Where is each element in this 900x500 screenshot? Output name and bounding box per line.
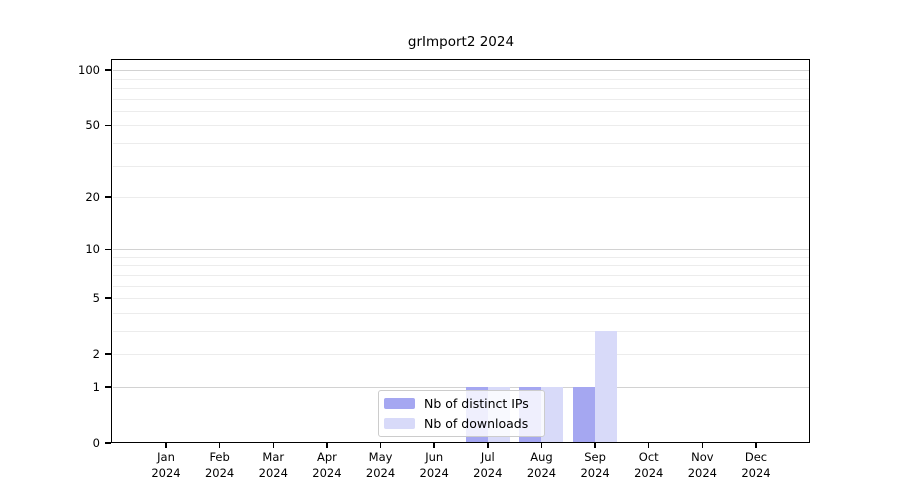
x-tick-year: 2024 [151, 465, 181, 480]
x-tick-label-jun: Jun 2024 [407, 450, 461, 481]
x-tick-month: Oct [638, 450, 659, 464]
x-tick-month: May [368, 450, 393, 464]
x-tick-year: 2024 [526, 465, 557, 480]
x-tick-year: 2024 [312, 465, 342, 480]
y-tick-label-10: 10 [85, 242, 100, 257]
x-tick-label-sep: Sep 2024 [568, 450, 622, 481]
x-tick-feb [218, 443, 221, 448]
x-tick-month: Nov [691, 450, 714, 464]
x-tick-month: Jan [157, 450, 175, 464]
x-tick-month: Apr [316, 450, 337, 464]
minor-gridline-2 [113, 354, 809, 356]
y-tick-label-20: 20 [85, 190, 100, 204]
minor-gridline-8 [113, 265, 809, 267]
x-tick-month: Aug [530, 450, 553, 464]
minor-gridline-30 [113, 165, 809, 167]
minor-gridline-7 [113, 274, 809, 276]
x-tick-nov [701, 443, 704, 448]
y-tick-label-100: 100 [78, 63, 100, 78]
x-tick-label-jan: Jan 2024 [139, 450, 193, 481]
x-tick-may [379, 443, 382, 448]
legend-label-distinct-ips: Nb of distinct IPs [424, 396, 529, 412]
x-tick-label-mar: Mar 2024 [246, 450, 300, 481]
x-tick-label-may: May 2024 [354, 450, 408, 481]
legend: Nb of distinct IPs Nb of downloads [378, 390, 545, 437]
minor-gridline-3 [113, 330, 809, 332]
x-tick-year: 2024 [687, 465, 717, 480]
y-tick-50 [105, 124, 111, 127]
x-tick-label-aug: Aug 2024 [514, 450, 568, 481]
y-tick-2 [105, 353, 111, 355]
x-tick-year: 2024 [473, 465, 503, 480]
x-tick-label-dec: Dec 2024 [729, 450, 783, 481]
x-tick-mar [272, 443, 275, 448]
major-gridline-1 [113, 386, 809, 388]
minor-gridline-80 [113, 87, 809, 89]
chart-title: grImport2 2024 [407, 34, 515, 50]
legend-swatch-downloads-icon [384, 417, 415, 429]
x-tick-label-feb: Feb 2024 [193, 450, 247, 481]
x-tick-jun [433, 443, 435, 448]
y-tick-5 [105, 297, 111, 299]
bar-sep-distinct-ips [573, 386, 596, 443]
minor-gridline-90 [113, 78, 809, 80]
y-tick-label-5: 5 [92, 291, 100, 306]
legend-item-downloads: Nb of downloads [384, 414, 538, 434]
x-tick-month: Jul [480, 450, 495, 464]
major-gridline-10 [113, 249, 809, 251]
x-tick-month: Sep [584, 450, 606, 464]
legend-swatch-distinct-ips-icon [384, 398, 415, 410]
x-tick-year: 2024 [741, 465, 771, 480]
x-tick-month: Mar [262, 450, 285, 464]
x-tick-month: Dec [744, 450, 768, 464]
y-tick-label-50: 50 [85, 118, 100, 133]
x-tick-month: Jun [425, 450, 444, 464]
minor-gridline-40 [113, 142, 809, 144]
y-tick-label-0: 0 [92, 436, 100, 450]
minor-gridline-50 [113, 125, 809, 127]
x-tick-year: 2024 [258, 465, 288, 480]
y-tick-label-1: 1 [92, 379, 100, 394]
x-tick-label-jul: Jul 2024 [461, 450, 515, 481]
x-tick-sep [594, 443, 596, 448]
x-tick-aug [540, 443, 543, 448]
x-tick-oct [647, 443, 650, 448]
major-gridline-100 [113, 70, 809, 72]
y-tick-1 [105, 386, 111, 388]
y-tick-10 [105, 248, 111, 250]
x-tick-label-apr: Apr 2024 [300, 450, 354, 481]
bar-sep-downloads [595, 330, 618, 443]
y-tick-label-2: 2 [92, 347, 100, 362]
x-tick-label-nov: Nov 2024 [675, 450, 729, 481]
legend-item-distinct-ips: Nb of distinct IPs [384, 394, 538, 414]
minor-gridline-70 [113, 98, 809, 100]
bar-aug-downloads [541, 386, 564, 443]
x-tick-dec [755, 443, 757, 448]
x-tick-year: 2024 [634, 465, 664, 480]
y-tick-20 [105, 196, 111, 198]
x-tick-jul [487, 443, 489, 448]
x-tick-year: 2024 [580, 465, 610, 480]
x-tick-jan [165, 443, 167, 448]
plot-border [111, 59, 810, 443]
x-tick-label-oct: Oct 2024 [622, 450, 676, 481]
y-tick-0 [105, 442, 111, 444]
y-tick-100 [105, 69, 111, 71]
minor-gridline-4 [113, 312, 809, 314]
minor-gridline-6 [113, 285, 809, 287]
x-tick-month: Feb [209, 450, 230, 464]
x-tick-year: 2024 [204, 465, 235, 480]
x-tick-year: 2024 [419, 465, 449, 480]
minor-gridline-5 [113, 298, 809, 300]
x-tick-apr [326, 443, 328, 448]
minor-gridline-9 [113, 256, 809, 258]
x-tick-year: 2024 [365, 465, 396, 480]
minor-gridline-20 [113, 197, 809, 198]
legend-label-downloads: Nb of downloads [424, 415, 529, 431]
minor-gridline-60 [113, 110, 809, 112]
